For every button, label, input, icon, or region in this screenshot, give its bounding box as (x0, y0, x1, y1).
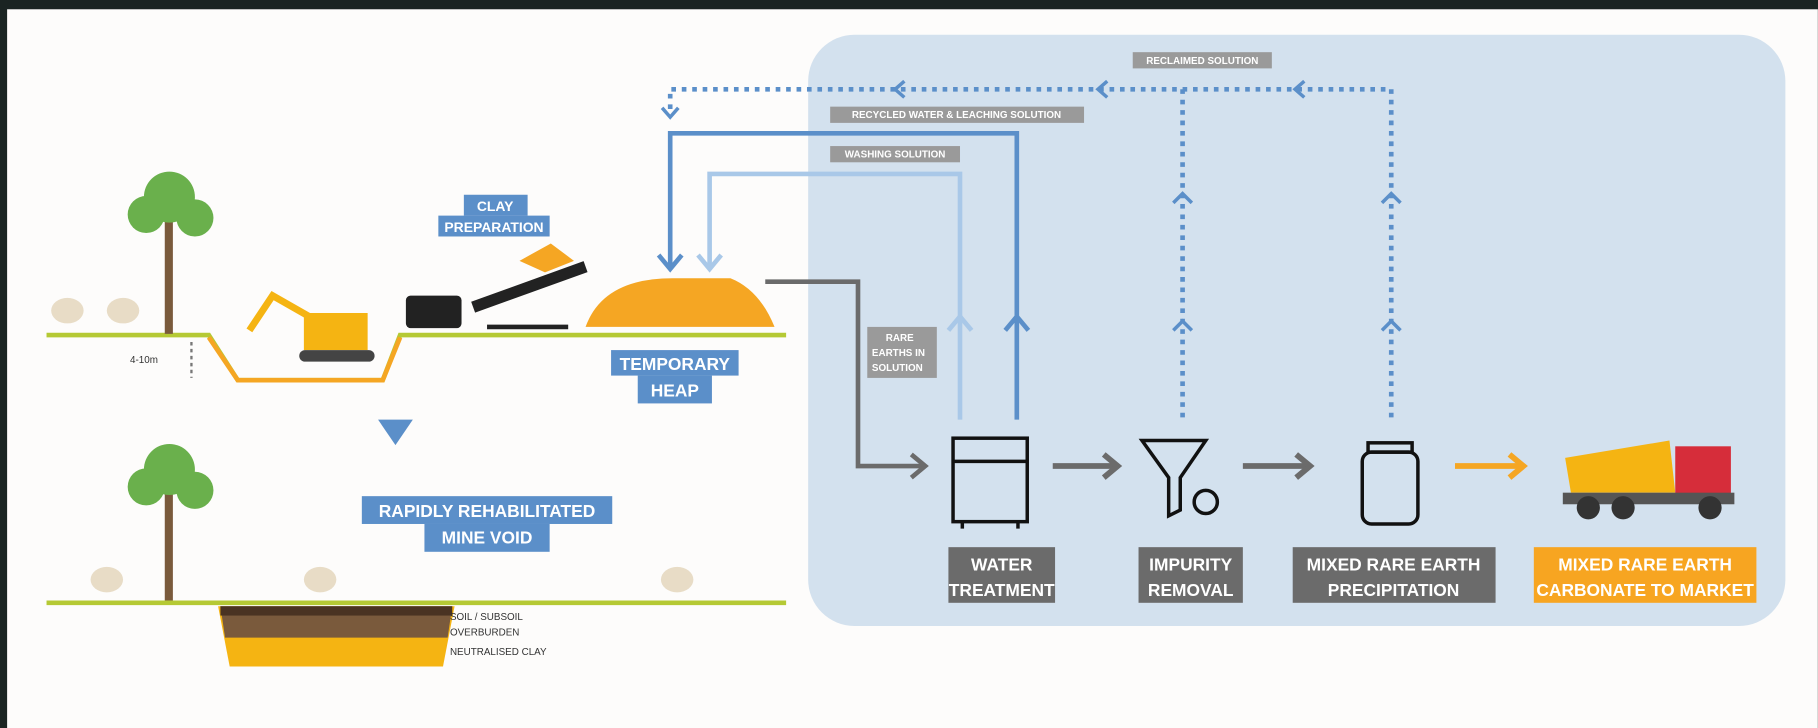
depth-label: 4-10m (130, 355, 158, 366)
process-panel (808, 35, 1785, 626)
step-label: IMPURITY (1149, 554, 1232, 574)
step-label: MINE VOID (442, 528, 533, 548)
step-label: CARBONATE TO MARKET (1536, 580, 1754, 600)
flow-label: SOLUTION (872, 363, 923, 374)
layer-label: NEUTRALISED CLAY (450, 647, 547, 658)
drum (406, 296, 462, 328)
layer-label: SOIL / SUBSOIL (450, 612, 523, 623)
rehab-layers (218, 606, 454, 666)
step-label: MIXED RARE EARTH (1558, 554, 1732, 574)
flow-label: RECYCLED WATER & LEACHING SOLUTION (852, 110, 1061, 121)
page: {"labels":{"clay_preparation":["CLAY","P… (0, 0, 1818, 728)
flow-label: EARTHS IN (872, 348, 925, 359)
step-label: WATER (971, 554, 1033, 574)
step-label: PRECIPITATION (1328, 580, 1460, 600)
step-label: RAPIDLY REHABILITATED (379, 501, 596, 521)
flow-label: RECLAIMED SOLUTION (1146, 56, 1258, 67)
step-label: PREPARATION (444, 219, 543, 235)
flow-label: RARE (886, 333, 914, 344)
step-label: HEAP (651, 380, 699, 400)
flow-label: WASHING SOLUTION (845, 150, 946, 161)
step-label: CLAY (477, 198, 514, 214)
step-label: MIXED RARE EARTH (1307, 554, 1481, 574)
step-label: TEMPORARY (620, 354, 731, 374)
step-label: REMOVAL (1148, 580, 1234, 600)
diagram: 4-10m SOIL / SUBSOIL OVERBURDEN NEUTRALI… (0, 0, 1818, 728)
layer-label: OVERBURDEN (450, 627, 519, 638)
step-label: TREATMENT (949, 580, 1055, 600)
